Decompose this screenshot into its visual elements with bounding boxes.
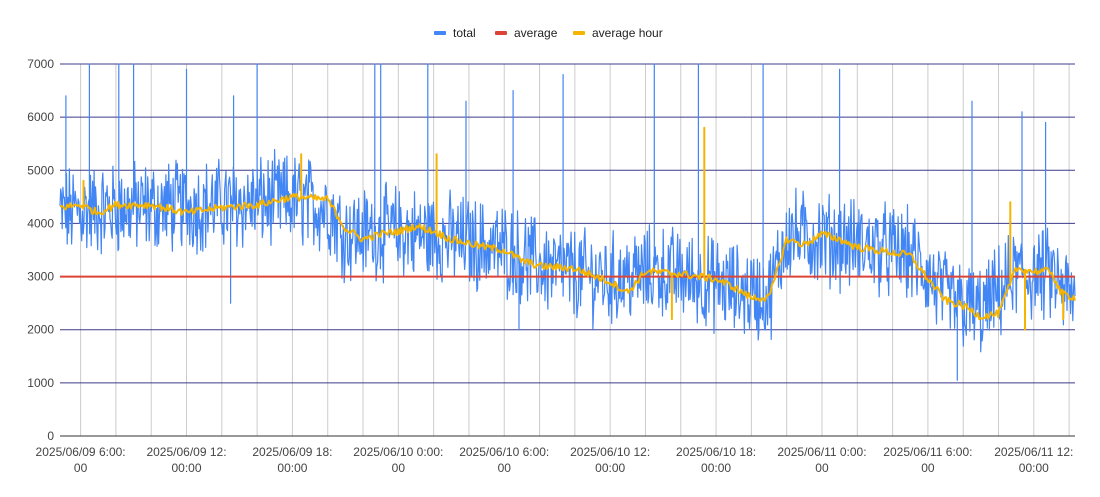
y-tick-label: 6000 <box>27 110 54 124</box>
legend-item-total-label: total <box>453 26 476 40</box>
legend-item-total-swatch <box>434 31 446 35</box>
y-tick-label: 2000 <box>27 323 54 337</box>
legend-item-average-hour-label: average hour <box>592 26 663 40</box>
x-tick-label: 2025/06/11 6:00: <box>883 445 972 459</box>
x-tick-label: 00 <box>392 461 406 475</box>
y-tick-label: 0 <box>47 429 54 443</box>
legend-item-average-hour-swatch <box>573 31 585 35</box>
x-tick-label: 00:00 <box>277 461 307 475</box>
y-axis-ticks: 0 1000 2000 3000 4000 5000 6000 7000 <box>27 57 54 443</box>
legend-item-average-swatch <box>495 31 507 35</box>
x-tick-label: 2025/06/09 12: <box>146 445 226 459</box>
x-tick-label: 2025/06/10 12: <box>570 445 650 459</box>
x-tick-label: 00 <box>498 461 512 475</box>
x-tick-label: 2025/06/10 18: <box>676 445 756 459</box>
y-tick-label: 5000 <box>27 163 54 177</box>
x-tick-label: 2025/06/09 18: <box>252 445 332 459</box>
y-tick-label: 7000 <box>27 57 54 71</box>
x-tick-label: 00:00 <box>701 461 731 475</box>
x-tick-label: 00 <box>815 461 829 475</box>
x-tick-label: 2025/06/11 0:00: <box>777 445 866 459</box>
legend-item-average-label: average <box>514 26 558 40</box>
x-axis-ticks: 2025/06/09 6:00: 00 2025/06/09 12: 00:00 202… <box>36 445 1074 475</box>
x-tick-label: 00:00 <box>595 461 625 475</box>
y-tick-label: 1000 <box>27 376 54 390</box>
x-tick-label: 2025/06/10 0:00: <box>353 445 443 459</box>
series-line-average-hour <box>59 126 1076 331</box>
chart-legend: total average average hour <box>434 26 663 40</box>
x-tick-label: 00:00 <box>171 461 201 475</box>
x-tick-label: 2025/06/09 6:00: <box>36 445 126 459</box>
y-tick-label: 4000 <box>27 216 54 230</box>
chart-series-layer <box>59 63 1076 381</box>
series-line-total <box>59 63 1076 381</box>
x-tick-label: 2025/06/11 12: <box>994 445 1073 459</box>
x-tick-label: 00:00 <box>1019 461 1049 475</box>
x-tick-label: 00 <box>921 461 935 475</box>
y-tick-label: 3000 <box>27 270 54 284</box>
x-tick-label: 00 <box>74 461 88 475</box>
x-tick-label: 2025/06/10 6:00: <box>459 445 549 459</box>
